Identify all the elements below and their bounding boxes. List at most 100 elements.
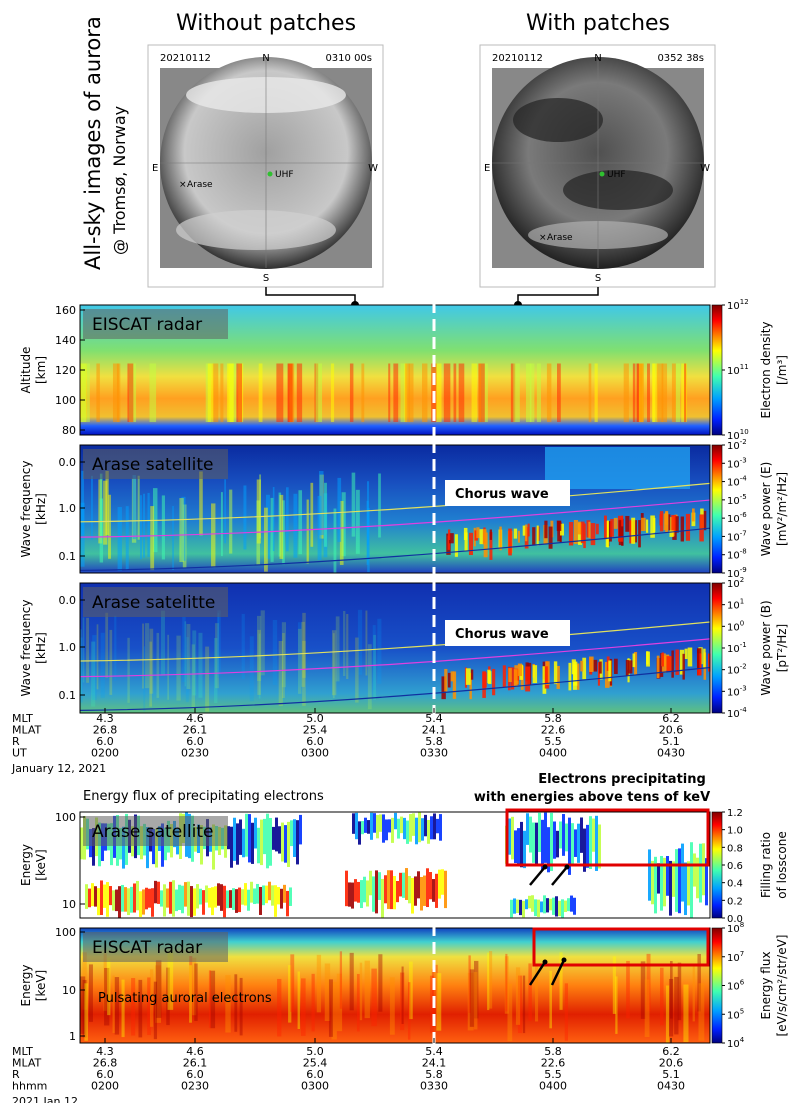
flux-column xyxy=(441,869,444,895)
flux-column xyxy=(199,888,202,905)
texture xyxy=(335,616,340,682)
chorus xyxy=(671,650,674,678)
flux-column xyxy=(543,895,546,914)
texture xyxy=(167,952,174,1010)
texture xyxy=(443,363,451,422)
texture xyxy=(400,363,405,422)
chorus xyxy=(576,663,580,690)
texture xyxy=(127,637,130,703)
texture xyxy=(279,494,284,559)
chorus xyxy=(580,521,585,544)
y-tick-label: 10 xyxy=(62,898,76,911)
flux-column xyxy=(160,890,163,907)
chorus xyxy=(463,527,468,541)
panel-name: EISCAT radar xyxy=(92,315,202,335)
flux-column xyxy=(235,889,238,913)
flux-column xyxy=(286,890,289,917)
row-value: 0430 xyxy=(657,747,685,760)
colorbar-tick-label: 1.2 xyxy=(727,808,743,819)
texture xyxy=(549,970,552,1029)
colorbar-tick-label: 10-3 xyxy=(727,684,747,698)
flux-column xyxy=(169,881,172,914)
texture xyxy=(487,952,490,1011)
flux-column xyxy=(648,849,651,901)
flux-column xyxy=(516,899,519,913)
image-time: 0352 38s xyxy=(657,53,704,64)
flux-column xyxy=(583,828,586,872)
texture xyxy=(293,493,298,558)
tick-base: 10 xyxy=(727,709,740,720)
chorus xyxy=(508,668,512,683)
tick-exponent: 6 xyxy=(740,979,745,987)
tick-base: 10 xyxy=(727,924,740,935)
row-value: 5.8 xyxy=(544,1045,562,1058)
row-value: 24.1 xyxy=(422,1057,447,1070)
y-tick-label: 100 xyxy=(55,926,76,939)
flux-column xyxy=(106,882,109,917)
y-label: Wave frequency xyxy=(19,600,33,697)
chorus xyxy=(663,513,669,531)
texture xyxy=(100,632,105,698)
texture xyxy=(260,610,265,676)
colorbar-tick-label: 10-8 xyxy=(727,548,747,562)
texture xyxy=(131,978,136,1036)
texture xyxy=(236,363,243,422)
y-tick-label: 1.0 xyxy=(59,641,77,654)
chorus xyxy=(468,532,474,556)
flux-column xyxy=(202,890,205,915)
highlight-label: Electrons precipitating xyxy=(538,772,706,787)
flux-column xyxy=(681,843,684,902)
tick-exponent: -5 xyxy=(740,493,747,501)
y-label: [kHz] xyxy=(34,493,48,525)
date-label: January 12, 2021 xyxy=(11,762,106,775)
texture xyxy=(684,363,687,422)
flux-column xyxy=(555,896,558,917)
colorbar-tick-label: 10-2 xyxy=(727,438,747,452)
texture xyxy=(132,475,136,540)
texture xyxy=(167,634,170,700)
flux-column xyxy=(595,815,598,871)
flux-column xyxy=(241,889,244,905)
annotation-box xyxy=(445,480,570,506)
flux-column xyxy=(429,872,432,900)
texture xyxy=(683,984,689,1043)
flux-column xyxy=(426,868,429,908)
flux-column xyxy=(433,813,436,840)
highlight-label: with energies above tens of keV xyxy=(474,790,710,805)
texture xyxy=(249,636,254,702)
texture xyxy=(114,615,117,681)
flux-column xyxy=(532,822,535,863)
flux-column xyxy=(290,820,293,847)
colorbar-label: Filling ratio xyxy=(759,832,773,898)
row-value: 5.1 xyxy=(662,735,680,748)
texture xyxy=(401,966,404,1025)
texture xyxy=(393,363,399,422)
flux-column xyxy=(139,891,142,917)
marker: × xyxy=(539,233,547,243)
annotation: Chorus wave xyxy=(455,487,549,502)
colorbar-label: [mV²/m²/Hz] xyxy=(775,472,789,546)
texture xyxy=(138,979,143,1038)
chorus xyxy=(577,521,582,535)
colorbar-tick-label: 10-9 xyxy=(727,566,747,580)
chorus xyxy=(632,653,636,668)
chorus xyxy=(629,519,632,532)
chorus xyxy=(668,514,671,531)
texture xyxy=(264,507,268,572)
chorus xyxy=(593,659,598,672)
connector xyxy=(517,287,599,305)
flux-column xyxy=(412,813,415,836)
flux-column xyxy=(175,889,178,912)
texture xyxy=(114,977,120,1035)
flux-column xyxy=(284,825,287,863)
flux-column xyxy=(103,884,106,908)
flux-column xyxy=(409,814,412,842)
row-value: 26.8 xyxy=(93,1057,118,1070)
annotation-box xyxy=(445,620,570,646)
flux-column xyxy=(439,814,442,841)
texture xyxy=(349,952,354,1011)
row-value: 0230 xyxy=(181,747,209,760)
texture xyxy=(266,494,270,559)
flux-column xyxy=(373,813,376,833)
flux-column xyxy=(124,887,127,912)
